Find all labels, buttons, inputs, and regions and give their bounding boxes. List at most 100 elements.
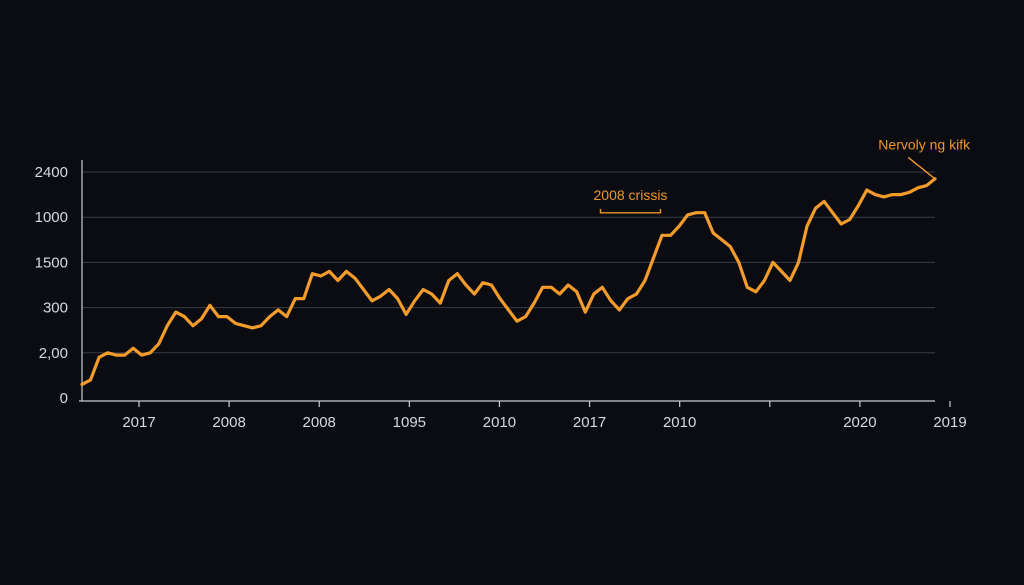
data-point — [80, 383, 84, 386]
data-point — [805, 224, 809, 228]
data-point — [430, 292, 434, 296]
data-point — [387, 288, 391, 291]
data-point — [251, 326, 255, 330]
data-point — [916, 186, 920, 190]
data-point — [447, 279, 451, 282]
data-point — [106, 351, 109, 355]
data-point — [839, 222, 843, 226]
axes — [79, 160, 935, 402]
data-point — [549, 285, 553, 289]
data-point — [507, 308, 510, 312]
data-point — [498, 297, 502, 300]
data-point — [276, 308, 280, 312]
data-point — [293, 297, 297, 300]
data-point — [532, 301, 536, 305]
data-point — [626, 297, 630, 300]
data-point — [600, 285, 604, 289]
data-point — [617, 308, 621, 312]
data-point — [583, 310, 587, 314]
annotation-label: Nervoly ng kifk — [878, 136, 971, 152]
data-point — [174, 310, 178, 314]
data-point — [771, 261, 775, 264]
y-tick-label: 0 — [60, 390, 68, 407]
data-point — [882, 195, 886, 199]
gridlines — [82, 171, 935, 354]
x-tick-label: 2010 — [663, 414, 696, 431]
data-point — [345, 270, 348, 273]
data-point — [822, 199, 826, 203]
y-tick-label: 300 — [43, 300, 68, 317]
data-point — [890, 193, 894, 197]
data-point — [140, 353, 144, 357]
x-tick-label: 2017 — [122, 414, 155, 431]
data-point — [404, 312, 408, 316]
data-point — [609, 299, 613, 303]
x-tick-label: 2019 — [933, 414, 966, 431]
data-point — [788, 279, 792, 282]
x-tick-label: 2020 — [843, 414, 876, 431]
x-axis-ticks: 2017 2008 2008 1095 2010 2017 2010 2020 2019 — [122, 401, 967, 431]
data-point — [737, 261, 741, 264]
data-point — [182, 315, 186, 319]
data-point — [873, 193, 877, 197]
data-point — [114, 353, 118, 357]
data-point — [669, 233, 672, 237]
data-point — [97, 355, 101, 359]
data-point — [865, 188, 869, 192]
data-point — [200, 317, 203, 321]
data-point — [310, 272, 314, 276]
data-point — [413, 299, 417, 303]
data-point — [856, 204, 860, 208]
data-point — [652, 256, 655, 260]
y-tick-label: 2,00 — [39, 345, 68, 362]
data-point — [720, 238, 724, 242]
data-point — [745, 285, 749, 289]
data-point — [421, 288, 425, 291]
data-point — [711, 231, 715, 235]
x-tick-label: 2017 — [573, 414, 606, 431]
x-tick-label: 2008 — [212, 414, 245, 431]
data-point — [754, 290, 758, 294]
y-tick-label: 2400 — [35, 164, 68, 181]
data-point — [899, 193, 903, 197]
data-point — [148, 351, 152, 355]
annotation-bracket — [599, 208, 662, 214]
data-point — [268, 315, 272, 319]
data-point — [165, 324, 169, 328]
data-point — [438, 301, 442, 305]
data-point — [302, 297, 306, 300]
data-point — [524, 315, 527, 319]
data-point — [481, 281, 485, 285]
data-point — [396, 297, 400, 300]
data-point — [575, 290, 579, 294]
data-point — [353, 276, 357, 280]
annotation-label: 2008 crissis — [594, 187, 668, 203]
x-tick-label: 2008 — [303, 414, 336, 431]
data-point — [686, 213, 690, 217]
data-point — [327, 270, 331, 273]
data-point — [592, 292, 596, 296]
data-point — [89, 378, 92, 382]
x-tick-label: 1095 — [393, 414, 426, 431]
y-axis-ticks: 2400 1000 1500 300 2,00 0 — [35, 164, 68, 407]
data-point — [472, 292, 476, 296]
data-point — [925, 184, 928, 187]
data-point — [285, 315, 289, 319]
data-point — [225, 315, 229, 319]
data-point — [217, 315, 220, 319]
data-point — [703, 211, 707, 215]
data-point — [558, 292, 562, 296]
y-tick-label: 1500 — [35, 254, 68, 271]
data-point — [379, 294, 382, 298]
data-point — [694, 211, 698, 215]
data-point — [814, 206, 817, 210]
data-point — [541, 285, 545, 289]
data-point — [131, 346, 135, 350]
annotation-pointer — [907, 156, 936, 180]
data-point — [319, 274, 323, 278]
y-tick-label: 1000 — [35, 209, 68, 226]
data-point — [234, 322, 237, 325]
data-point — [208, 303, 212, 307]
annotations: 2008 crissis Nervoly ng kifk — [594, 136, 971, 214]
